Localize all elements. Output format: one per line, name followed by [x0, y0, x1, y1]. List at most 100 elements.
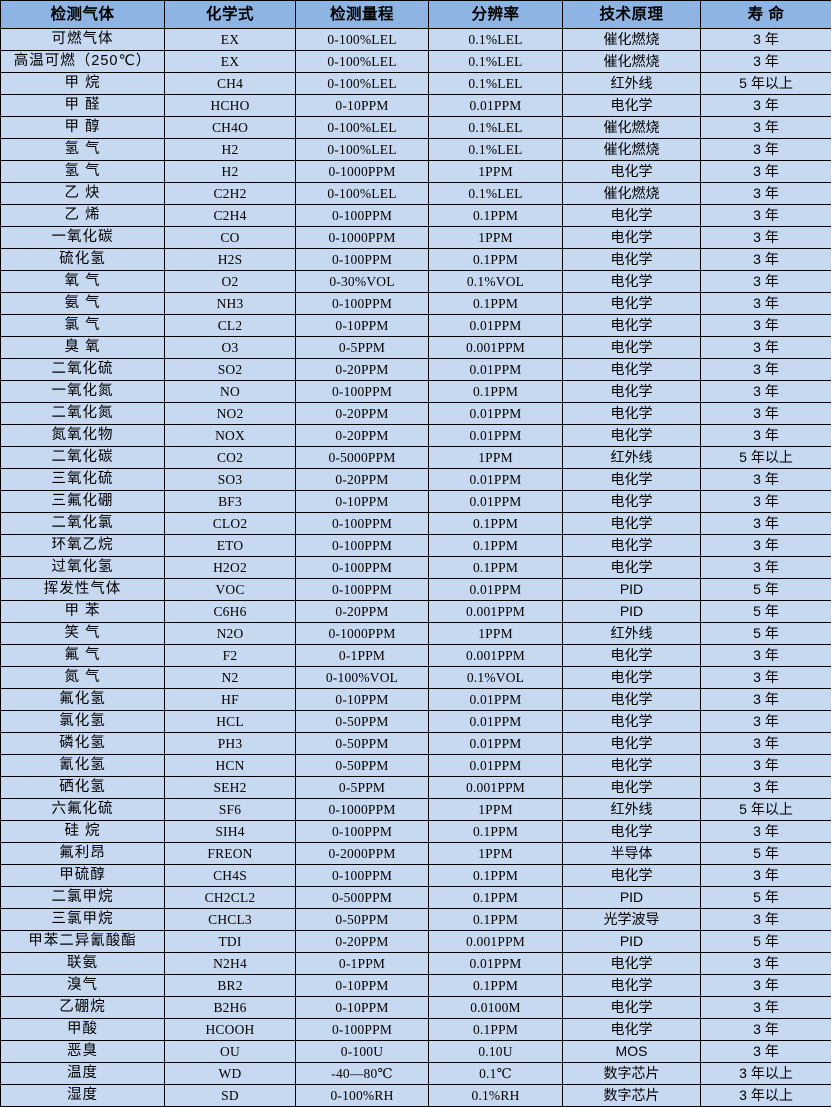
cell-principle: 电化学 — [563, 161, 701, 183]
cell-life: 3 年 — [701, 491, 831, 513]
table-header: 检测气体 化学式 检测量程 分辨率 技术原理 寿 命 — [1, 1, 831, 29]
cell-life: 3 年 — [701, 425, 831, 447]
cell-gas: 磷化氢 — [1, 733, 165, 755]
cell-range: 0-2000PPM — [296, 843, 429, 865]
cell-life: 3 年 — [701, 975, 831, 997]
cell-principle: 电化学 — [563, 205, 701, 227]
cell-formula: SO3 — [165, 469, 296, 491]
cell-principle: 电化学 — [563, 381, 701, 403]
cell-resolution: 0.01PPM — [429, 711, 563, 733]
cell-life: 3 年 — [701, 359, 831, 381]
cell-resolution: 0.1PPM — [429, 205, 563, 227]
cell-range: 0-100PPM — [296, 865, 429, 887]
cell-gas: 氯化氢 — [1, 711, 165, 733]
cell-formula: CH4 — [165, 73, 296, 95]
cell-formula: BF3 — [165, 491, 296, 513]
cell-formula: O3 — [165, 337, 296, 359]
cell-life: 3 年 — [701, 733, 831, 755]
cell-life: 3 年 — [701, 997, 831, 1019]
cell-resolution: 0.001PPM — [429, 645, 563, 667]
cell-formula: OU — [165, 1041, 296, 1063]
cell-principle: 电化学 — [563, 1019, 701, 1041]
cell-range: 0-1PPM — [296, 953, 429, 975]
cell-resolution: 0.1PPM — [429, 513, 563, 535]
cell-principle: 电化学 — [563, 403, 701, 425]
cell-gas: 臭 氧 — [1, 337, 165, 359]
cell-formula: NOX — [165, 425, 296, 447]
cell-formula: SEH2 — [165, 777, 296, 799]
cell-range: 0-10PPM — [296, 975, 429, 997]
cell-formula: N2O — [165, 623, 296, 645]
cell-formula: EX — [165, 29, 296, 51]
cell-range: 0-100%LEL — [296, 51, 429, 73]
cell-principle: 光学波导 — [563, 909, 701, 931]
cell-life: 3 年 — [701, 535, 831, 557]
cell-resolution: 0.01PPM — [429, 491, 563, 513]
cell-life: 3 年 — [701, 513, 831, 535]
cell-life: 5 年 — [701, 843, 831, 865]
cell-formula: CL2 — [165, 315, 296, 337]
cell-principle: 电化学 — [563, 645, 701, 667]
cell-life: 3 年 — [701, 777, 831, 799]
cell-formula: SD — [165, 1085, 296, 1107]
cell-life: 3 年 — [701, 29, 831, 51]
cell-range: 0-100PPM — [296, 1019, 429, 1041]
cell-formula: B2H6 — [165, 997, 296, 1019]
cell-formula: FREON — [165, 843, 296, 865]
cell-resolution: 1PPM — [429, 623, 563, 645]
cell-gas: 氰化氢 — [1, 755, 165, 777]
cell-resolution: 0.1PPM — [429, 821, 563, 843]
cell-formula: HCHO — [165, 95, 296, 117]
cell-gas: 二氧化氮 — [1, 403, 165, 425]
cell-resolution: 0.1PPM — [429, 381, 563, 403]
cell-formula: NH3 — [165, 293, 296, 315]
cell-range: 0-20PPM — [296, 359, 429, 381]
cell-principle: 电化学 — [563, 249, 701, 271]
cell-principle: 催化燃烧 — [563, 29, 701, 51]
cell-gas: 温度 — [1, 1063, 165, 1085]
cell-gas: 三氧化硫 — [1, 469, 165, 491]
cell-gas: 恶臭 — [1, 1041, 165, 1063]
cell-life: 3 年 — [701, 183, 831, 205]
cell-formula: BR2 — [165, 975, 296, 997]
cell-principle: 电化学 — [563, 513, 701, 535]
cell-principle: 电化学 — [563, 711, 701, 733]
cell-life: 3 年以上 — [701, 1085, 831, 1107]
cell-life: 3 年 — [701, 711, 831, 733]
cell-principle: 电化学 — [563, 997, 701, 1019]
cell-principle: 电化学 — [563, 755, 701, 777]
cell-formula: C2H4 — [165, 205, 296, 227]
cell-resolution: 0.1%LEL — [429, 183, 563, 205]
cell-resolution: 0.10U — [429, 1041, 563, 1063]
cell-principle: 电化学 — [563, 777, 701, 799]
cell-principle: 红外线 — [563, 73, 701, 95]
cell-life: 5 年以上 — [701, 799, 831, 821]
cell-principle: 电化学 — [563, 865, 701, 887]
cell-range: 0-100PPM — [296, 249, 429, 271]
cell-range: 0-100%RH — [296, 1085, 429, 1107]
cell-gas: 甲 烷 — [1, 73, 165, 95]
cell-resolution: 1PPM — [429, 799, 563, 821]
cell-gas: 氧 气 — [1, 271, 165, 293]
cell-gas: 硒化氢 — [1, 777, 165, 799]
cell-gas: 甲 苯 — [1, 601, 165, 623]
cell-range: 0-10PPM — [296, 997, 429, 1019]
cell-gas: 挥发性气体 — [1, 579, 165, 601]
cell-range: 0-100PPM — [296, 579, 429, 601]
cell-life: 3 年 — [701, 865, 831, 887]
cell-resolution: 0.1PPM — [429, 887, 563, 909]
